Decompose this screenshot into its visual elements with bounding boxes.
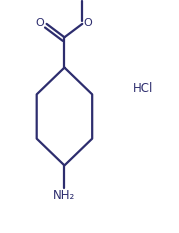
Text: HCl: HCl <box>133 82 153 95</box>
Text: O: O <box>84 18 92 28</box>
Text: NH₂: NH₂ <box>53 189 76 202</box>
Text: O: O <box>36 18 44 28</box>
